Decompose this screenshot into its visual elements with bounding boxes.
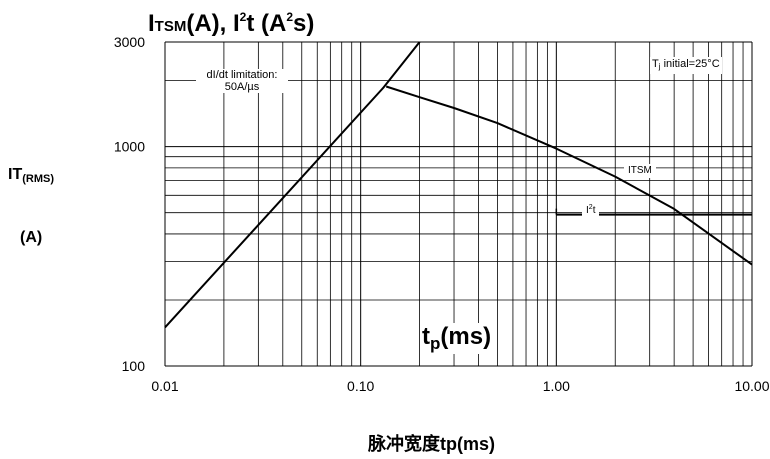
- x-tick-label: 1.00: [543, 378, 570, 394]
- y-tick-label: 1000: [114, 139, 145, 155]
- x-tick-label: 0.10: [347, 378, 374, 394]
- x-tick-label: 10.00: [734, 378, 769, 394]
- chart-grid: [164, 41, 753, 367]
- inner-x-axis-label: tp(ms): [420, 323, 494, 354]
- y-axis-label: IT(RMS): [8, 166, 54, 185]
- x-axis-label: 脉冲宽度tp(ms): [368, 434, 495, 454]
- itsm-label: ITSM: [624, 164, 656, 178]
- y-axis-unit: (A): [20, 229, 43, 246]
- x-tick-label: 0.01: [151, 378, 178, 394]
- i2t-label: I2t: [582, 201, 600, 218]
- didt-annotation: dI/dt limitation: 50A/µs: [196, 69, 288, 93]
- y-tick-label: 3000: [114, 34, 145, 50]
- tick-labels: 0.01 0.10 1.00 10.00 100 1000 3000: [114, 34, 770, 394]
- series-line-itsm: [385, 85, 753, 266]
- tj-annotation: Tj initial=25°C: [650, 57, 722, 74]
- series-line-di-dt-limitation: [164, 41, 421, 329]
- y-tick-label: 100: [122, 358, 146, 374]
- chart-title: ITSM(A), I2t (A2s): [148, 10, 315, 37]
